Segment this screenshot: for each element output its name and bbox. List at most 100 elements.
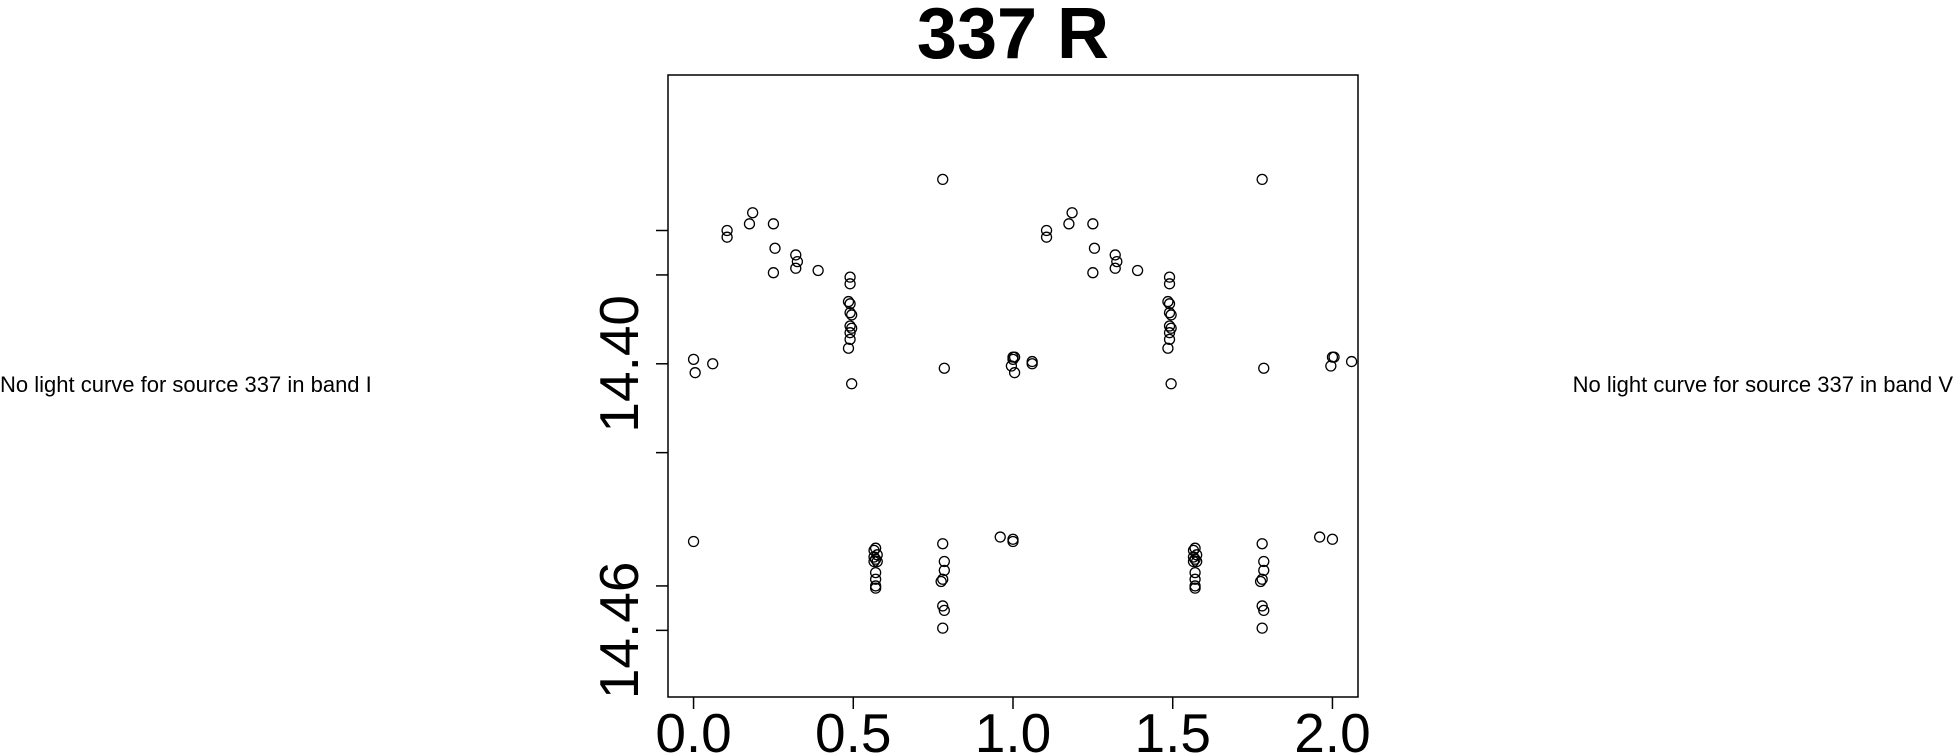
data-point-66 (1111, 255, 1123, 268)
right-band-message: No light curve for source 337 in band V (1572, 372, 1953, 397)
data-point-56 (1026, 358, 1038, 370)
data-point-97 (1256, 573, 1268, 585)
data-point-47 (937, 622, 949, 634)
data-point-55 (1008, 367, 1021, 379)
data-point-51 (1008, 351, 1021, 363)
data-point-91 (1189, 582, 1201, 594)
data-point-10 (767, 267, 780, 279)
data-point-53 (1007, 533, 1019, 545)
data-point-80 (1165, 378, 1177, 390)
data-point-60 (1063, 218, 1075, 230)
data-point-31 (869, 553, 882, 565)
data-point-107 (1326, 533, 1339, 545)
data-point-87 (1187, 555, 1200, 568)
data-point-81 (1189, 542, 1201, 554)
data-point-48 (994, 531, 1006, 543)
data-point-105 (1328, 351, 1340, 363)
data-point-78 (1163, 333, 1176, 346)
data-point-68 (1131, 264, 1144, 277)
data-point-57 (1007, 535, 1019, 548)
data-point-14 (812, 264, 824, 277)
data-point-69 (1163, 271, 1176, 283)
data-point-0 (687, 353, 700, 365)
data-point-9 (769, 242, 781, 254)
data-point-25 (842, 342, 855, 354)
data-point-1 (689, 367, 701, 379)
data-point-12 (791, 255, 804, 268)
data-point-74 (1165, 309, 1177, 321)
data-point-40 (937, 538, 949, 550)
data-point-77 (1163, 327, 1176, 339)
data-point-64 (1087, 267, 1099, 279)
data-point-92 (1256, 173, 1268, 186)
data-point-89 (1189, 573, 1201, 585)
data-point-26 (846, 378, 858, 390)
data-point-39 (938, 362, 950, 374)
data-point-102 (1314, 531, 1326, 543)
data-point-72 (1163, 298, 1176, 310)
data-point-23 (844, 327, 856, 339)
plot-frame (667, 74, 1359, 698)
data-point-27 (869, 542, 882, 554)
data-point-62 (1087, 218, 1099, 230)
data-point-21 (844, 320, 856, 332)
data-point-24 (844, 333, 856, 346)
data-point-46 (938, 604, 950, 617)
data-point-95 (1258, 555, 1270, 568)
data-point-58 (1040, 224, 1053, 237)
data-point-70 (1163, 278, 1176, 290)
data-point-73 (1163, 307, 1176, 319)
x-tick-label-4: 2.0 (1294, 702, 1370, 756)
chart-title: 337 R (917, 0, 1109, 74)
data-point-33 (868, 555, 880, 568)
data-point-86 (1191, 555, 1203, 568)
data-point-19 (844, 307, 856, 319)
x-tick-label-0: 0.0 (655, 702, 731, 756)
data-point-34 (869, 566, 882, 579)
data-point-67 (1109, 262, 1121, 274)
data-point-38 (937, 173, 949, 186)
x-tick-label-1: 0.5 (815, 702, 891, 756)
data-point-5 (721, 231, 733, 243)
data-point-4 (721, 224, 733, 237)
data-point-85 (1189, 553, 1201, 565)
data-point-106 (1345, 355, 1358, 368)
data-point-36 (869, 580, 882, 592)
data-point-101 (1256, 622, 1268, 634)
data-point-54 (1007, 353, 1019, 365)
x-tick-label-2: 1.0 (975, 702, 1051, 756)
data-point-43 (937, 573, 949, 585)
data-point-13 (790, 262, 802, 274)
data-point-75 (1163, 320, 1176, 332)
data-point-11 (790, 249, 802, 261)
data-point-79 (1162, 342, 1174, 354)
data-point-65 (1109, 249, 1121, 261)
y-axis: 14.40 14.46 (588, 229, 668, 700)
data-point-17 (842, 295, 855, 308)
data-point-8 (767, 218, 780, 230)
data-point-59 (1040, 231, 1053, 243)
data-point-7 (747, 207, 759, 219)
data-point-44 (935, 575, 947, 588)
data-point-52 (1026, 355, 1038, 368)
data-point-32 (871, 555, 883, 568)
data-point-90 (1189, 580, 1201, 592)
data-point-71 (1162, 295, 1174, 308)
data-point-2 (707, 358, 719, 370)
data-point-94 (1256, 538, 1268, 550)
data-point-96 (1258, 564, 1270, 577)
x-tick-label-3: 1.5 (1134, 702, 1210, 756)
data-point-6 (743, 218, 756, 230)
data-point-63 (1088, 242, 1101, 254)
data-point-37 (869, 582, 882, 594)
data-point-93 (1258, 362, 1270, 374)
y-tick-label-5: 14.46 (588, 562, 650, 700)
x-axis: 0.0 0.5 1.0 1.5 2.0 (655, 697, 1371, 756)
data-point-61 (1066, 207, 1078, 219)
data-point-35 (869, 573, 882, 585)
data-point-42 (938, 564, 950, 577)
data-point-15 (844, 271, 856, 283)
data-point-98 (1254, 575, 1267, 588)
data-points (687, 173, 1358, 634)
